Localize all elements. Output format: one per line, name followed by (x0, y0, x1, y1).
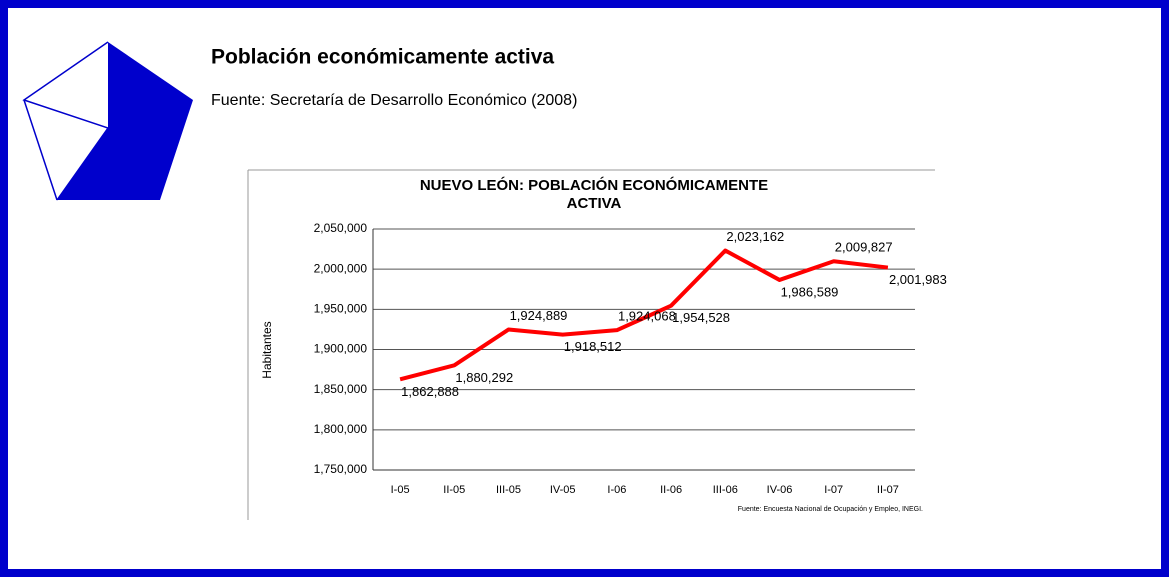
y-tick-label: 1,800,000 (314, 422, 368, 436)
x-tick-label: IV-06 (767, 484, 793, 496)
logo-lines (22, 41, 110, 201)
x-tick-label: I-05 (391, 484, 410, 496)
data-label: 2,001,983 (889, 272, 947, 287)
y-tick-label: 1,750,000 (314, 462, 368, 476)
page-source: Fuente: Secretaría de Desarrollo Económi… (211, 92, 577, 109)
data-label: 1,862,888 (401, 384, 459, 399)
chart: Población económicamente activa Fuente: … (22, 41, 947, 520)
data-label: 2,009,827 (835, 240, 893, 255)
data-label: 1,986,589 (781, 284, 839, 299)
data-label: 1,880,292 (455, 370, 513, 385)
y-tick-label: 1,850,000 (314, 382, 368, 396)
data-label: 2,023,162 (726, 229, 784, 244)
x-tick-label: IV-05 (550, 484, 576, 496)
data-label: 1,954,528 (672, 310, 730, 325)
x-tick-label: II-05 (443, 484, 465, 496)
chart-note: Fuente: Encuesta Nacional de Ocupación y… (738, 506, 923, 513)
x-tick-label: III-06 (713, 484, 738, 496)
x-tick-label: III-05 (496, 484, 521, 496)
x-tick-label: II-07 (877, 484, 899, 496)
x-tick-label: I-07 (824, 484, 843, 496)
chart-title: NUEVO LEÓN: POBLACIÓN ECONÓMICAMENTE ACTI… (420, 176, 768, 212)
y-tick-label: 2,000,000 (314, 261, 368, 275)
x-tick-label: I-06 (607, 484, 626, 496)
line (399, 248, 889, 382)
y-tick-label: 1,950,000 (314, 302, 368, 316)
data-label: 1,924,889 (510, 308, 568, 323)
x-tick-label: II-06 (660, 484, 682, 496)
page-title: Población económicamente activa (211, 46, 554, 69)
logo-lines (23, 99, 58, 201)
logo (57, 42, 193, 200)
y-tick-label: 2,050,000 (314, 221, 368, 235)
data-label: 1,918,512 (564, 339, 622, 354)
y-tick-label: 1,900,000 (314, 342, 368, 356)
y-axis-title: Habitantes (260, 321, 274, 378)
data-label: 1,924,068 (618, 309, 676, 324)
